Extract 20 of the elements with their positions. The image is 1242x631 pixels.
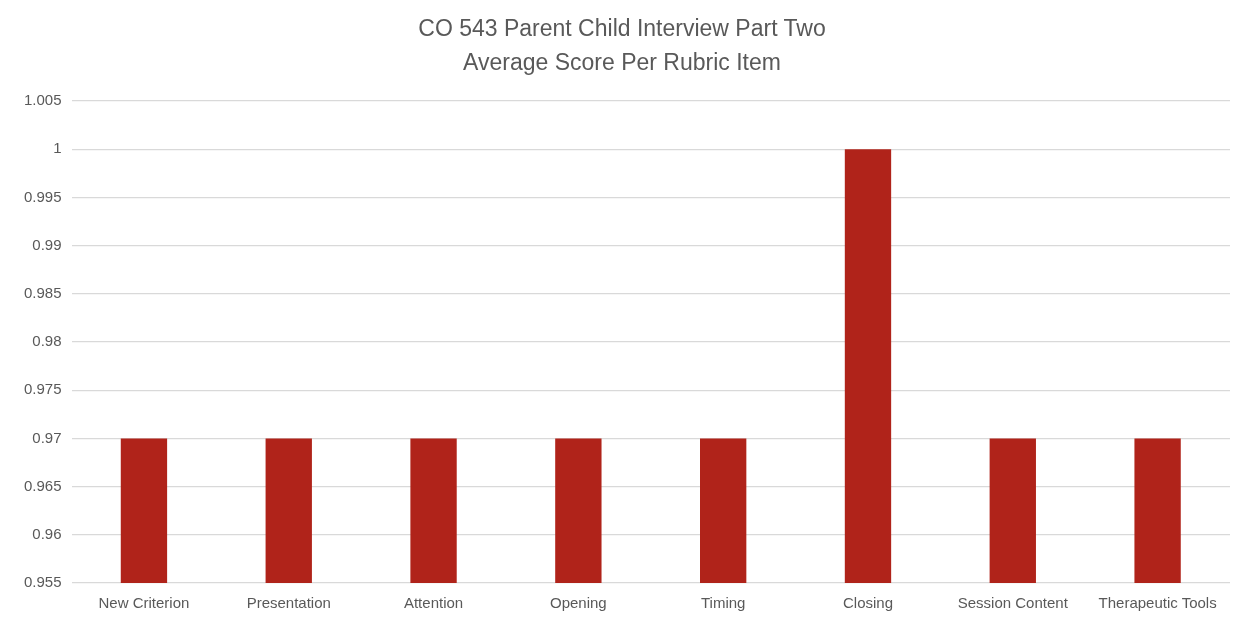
y-tick-label: 0.96	[32, 524, 62, 542]
y-tick-label: 0.98	[32, 332, 62, 350]
y-tick-label: 0.965	[23, 476, 62, 494]
y-tick-label: 0.985	[23, 283, 62, 301]
x-tick-label: Presentation	[246, 594, 331, 612]
y-tick-label: 0.97	[32, 428, 62, 446]
x-tick-label: Attention	[403, 594, 464, 612]
chart-title: CO 543 Parent Child Interview Part Two Average Score Per Rubric Item	[418, 14, 826, 76]
y-tick-label: 0.975	[23, 380, 62, 398]
y-tick-label: 1	[53, 139, 62, 157]
x-tick-label: Timing	[700, 594, 746, 612]
x-tick-label: Therapeutic Tools	[1098, 594, 1217, 612]
x-tick-label: Opening	[550, 594, 607, 612]
x-tick-label: Closing	[842, 594, 893, 612]
x-tick-label: New Criterion	[98, 594, 190, 612]
y-tick-label: 1.005	[23, 91, 62, 109]
y-tick-label: 0.99	[32, 235, 62, 253]
y-tick-label: 0.955	[23, 573, 62, 591]
y-tick-label: 0.995	[23, 187, 62, 205]
x-tick-label: Session Content	[957, 594, 1069, 612]
